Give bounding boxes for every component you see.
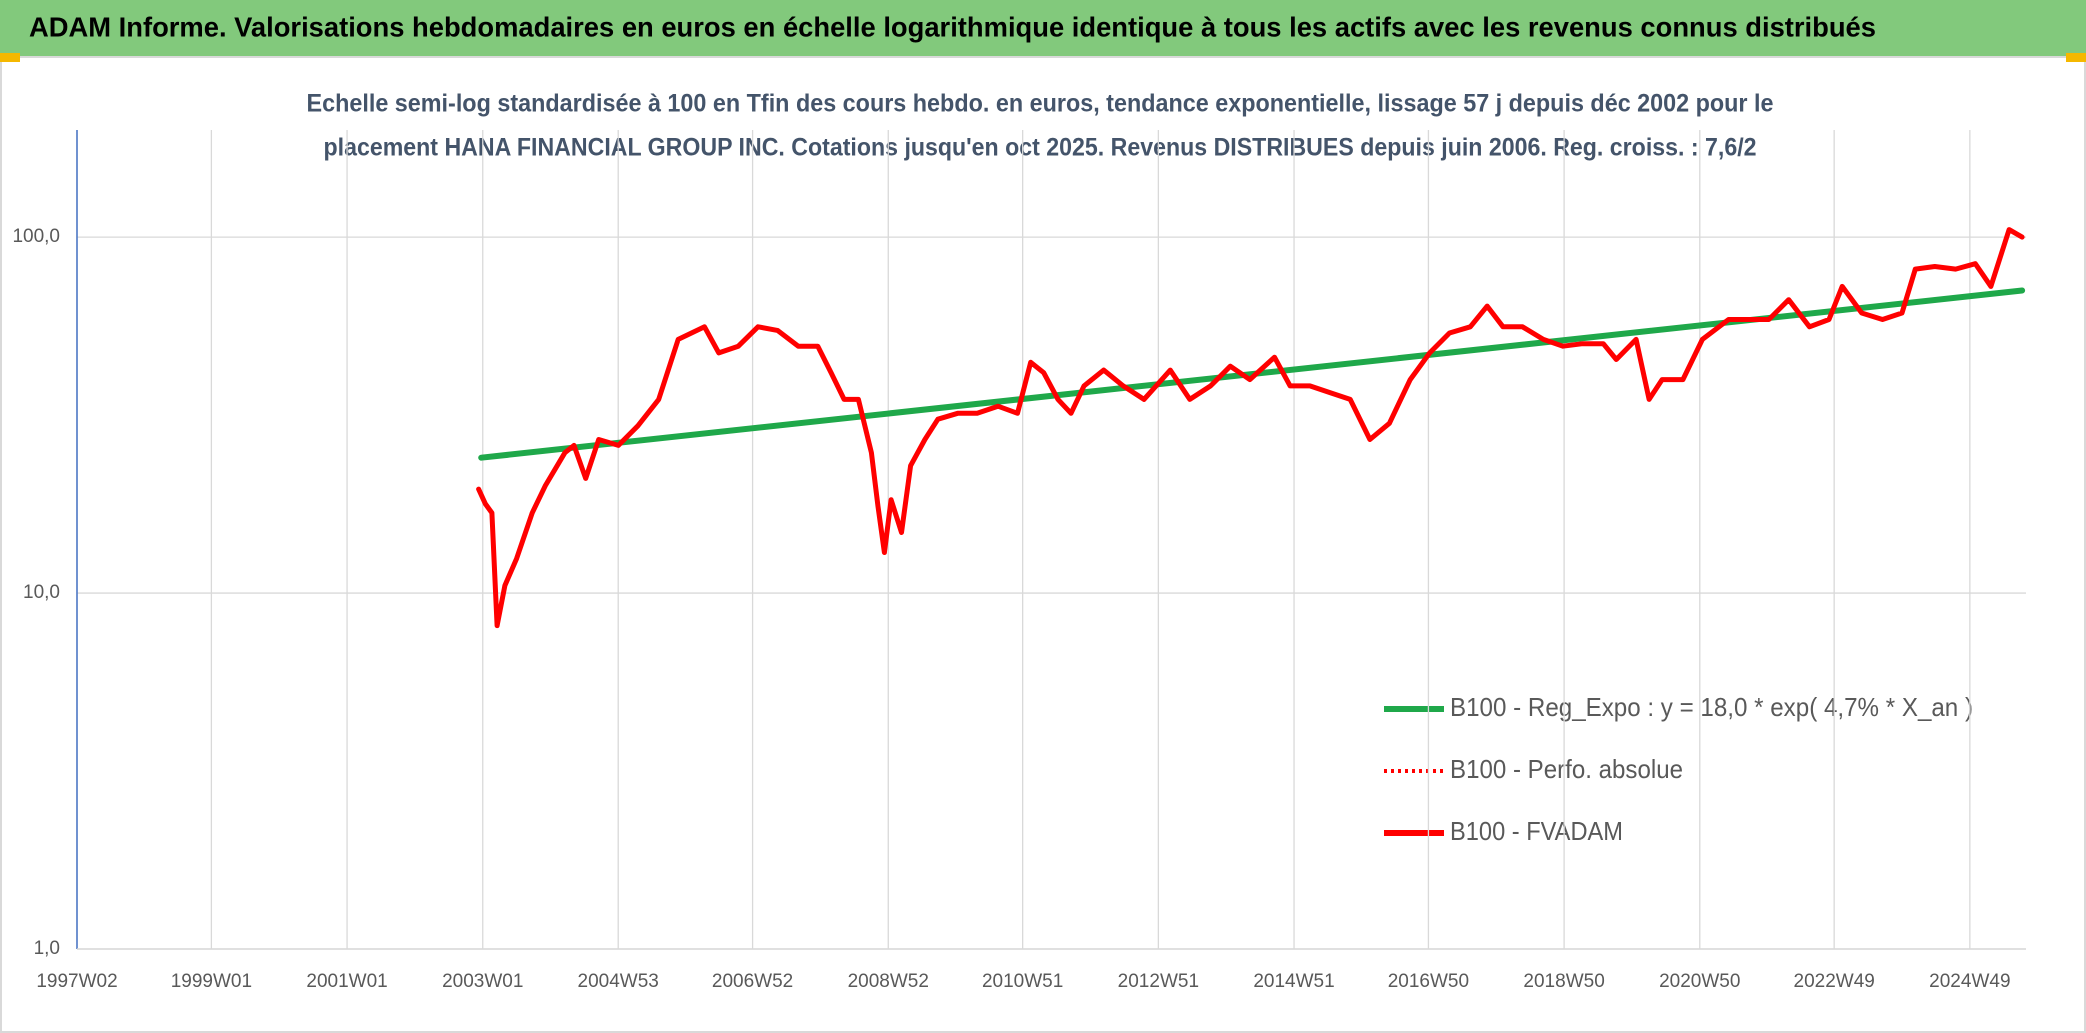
y-tick-label: 10,0 (23, 582, 60, 603)
data-line (476, 227, 2025, 629)
x-tick-label: 2004W53 (578, 971, 659, 992)
x-tick-label: 2012W51 (1118, 971, 1199, 992)
corner-mark (2066, 53, 2086, 62)
legend-label: B100 - Perfo. absolue (1450, 754, 1683, 784)
x-tick-label: 2018W50 (1523, 971, 1604, 992)
x-tick-label: 2008W52 (848, 971, 929, 992)
chart-title: ADAM Informe. Valorisations hebdomadaire… (29, 11, 1876, 42)
x-tick-label: 2003W01 (442, 971, 523, 992)
chart-subtitle: Echelle semi-log standardisée à 100 en T… (307, 90, 1774, 118)
y-tick-label: 100,0 (12, 226, 60, 247)
data-line (478, 287, 2026, 461)
x-tick-label: 2024W49 (1929, 971, 2010, 992)
x-tick-label: 2001W01 (306, 971, 387, 992)
x-tick-label: 1997W02 (36, 971, 117, 992)
legend: B100 - Reg_Expo : y = 18,0 * exp( 4,7% *… (1384, 692, 1973, 846)
y-tick-label: 1,0 (34, 938, 60, 959)
x-tick-label: 2020W50 (1659, 971, 1740, 992)
x-tick-label: 1999W01 (171, 971, 252, 992)
chart-frame (0, 56, 2086, 1033)
x-tick-label: 2022W49 (1794, 971, 1875, 992)
legend-label: B100 - Reg_Expo : y = 18,0 * exp( 4,7% *… (1450, 692, 1973, 722)
x-tick-label: 2014W51 (1253, 971, 1334, 992)
x-tick-label: 2010W51 (982, 971, 1063, 992)
header-band (0, 0, 2086, 56)
chart-subtitle: placement HANA FINANCIAL GROUP INC. Cota… (324, 134, 1757, 162)
x-tick-label: 2006W52 (712, 971, 793, 992)
legend-label: B100 - FVADAM (1450, 816, 1623, 846)
x-tick-label: 2016W50 (1388, 971, 1469, 992)
corner-mark (0, 53, 20, 62)
